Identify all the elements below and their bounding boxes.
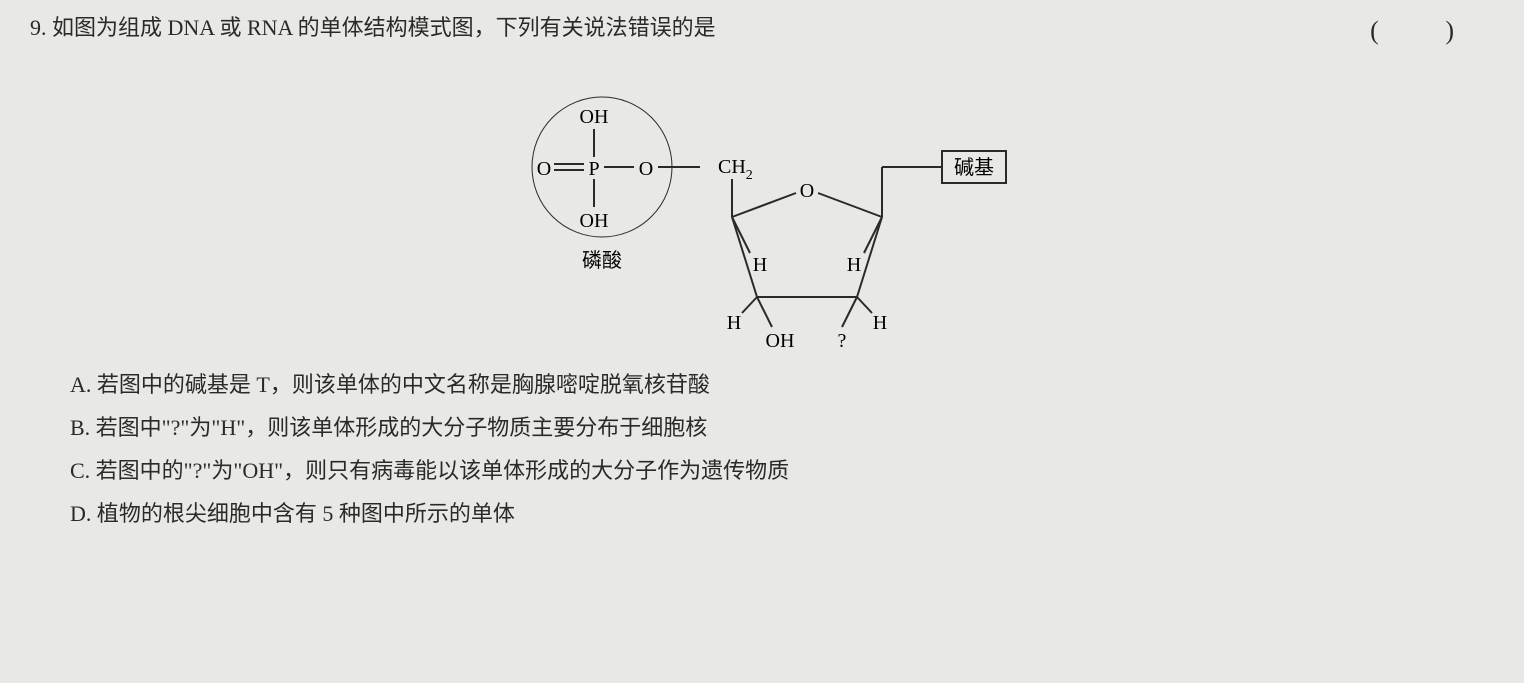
phosphate-o-link: O (639, 158, 653, 180)
q-c2-line (842, 297, 857, 327)
phosphate-o-double: O (537, 158, 551, 180)
answer-paren: ( ) (1370, 10, 1494, 52)
question-row: 9. 如图为组成 DNA 或 RNA 的单体结构模式图，下列有关说法错误的是 (… (30, 10, 1494, 52)
diagram-svg: O P OH OH O 磷酸 CH2 O (482, 57, 1042, 357)
sugar-o-ring: O (800, 180, 814, 202)
sugar-q: ? (838, 330, 847, 352)
h-c2-line (857, 297, 872, 313)
sugar-h4: H (873, 312, 887, 334)
pent-1 (732, 193, 796, 217)
sugar-ch2: CH2 (718, 156, 753, 183)
pent-2 (818, 193, 882, 217)
question-text-content: 如图为组成 DNA 或 RNA 的单体结构模式图，下列有关说法错误的是 (52, 15, 716, 40)
phosphate-oh-bot: OH (580, 210, 609, 232)
option-b: B. 若图中"?"为"H"，则该单体形成的大分子物质主要分布于细胞核 (70, 410, 1494, 445)
nucleotide-diagram: O P OH OH O 磷酸 CH2 O (30, 57, 1494, 357)
options-list: A. 若图中的碱基是 T，则该单体的中文名称是胸腺嘧啶脱氧核苷酸 B. 若图中"… (70, 367, 1494, 532)
option-a: A. 若图中的碱基是 T，则该单体的中文名称是胸腺嘧啶脱氧核苷酸 (70, 367, 1494, 402)
option-d: D. 植物的根尖细胞中含有 5 种图中所示的单体 (70, 496, 1494, 531)
h-c3-line (742, 297, 757, 313)
base-label: 碱基 (954, 156, 994, 179)
phosphate-p: P (588, 158, 599, 180)
sugar-h2: H (847, 254, 861, 276)
phosphate-label: 磷酸 (582, 249, 622, 272)
phosphate-oh-top: OH (580, 106, 609, 128)
oh-c3-line (757, 297, 772, 327)
sugar-h3: H (727, 312, 741, 334)
option-c: C. 若图中的"?"为"OH"，则只有病毒能以该单体形成的大分子作为遗传物质 (70, 453, 1494, 488)
sugar-h1: H (753, 254, 767, 276)
sugar-oh: OH (766, 330, 795, 352)
question-stem: 9. 如图为组成 DNA 或 RNA 的单体结构模式图，下列有关说法错误的是 (30, 10, 1370, 45)
question-number: 9. (30, 15, 47, 40)
